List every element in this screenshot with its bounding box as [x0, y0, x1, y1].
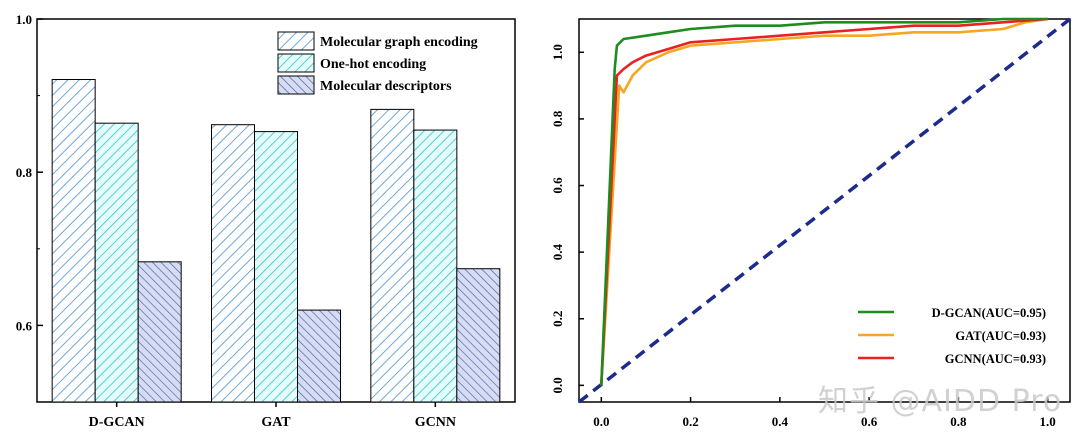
bar-category-label: GCNN: [415, 415, 456, 430]
bar-d-gcan-1: [51, 79, 96, 403]
bar-legend-swatch: [277, 53, 315, 73]
roc-x-axis: 0.0 0.2 0.4 0.6 0.8 1.0: [593, 397, 1056, 429]
bar-series: [51, 79, 501, 403]
roc-legend-label: GCNN(AUC=0.93): [945, 352, 1046, 366]
bar-y-axis: 0.6 0.8 1.0: [16, 12, 43, 403]
roc-plot-frame: [578, 18, 1071, 403]
roc-ytick-label: 0.2: [550, 311, 565, 327]
bar-gcnn-2: [413, 129, 458, 403]
bar-chart: 0.6 0.8 1.0 D-GCAN GAT GCNN Molecular graph …: [16, 12, 516, 430]
bar-legend-label: Molecular descriptors: [320, 79, 452, 94]
roc-y-axis: 0.0 0.2 0.4 0.6 0.8 1.0: [550, 44, 584, 393]
bar-gat-3: [297, 309, 341, 403]
roc-xtick-label: 0.2: [682, 414, 698, 429]
roc-xtick-label: 0.6: [861, 414, 878, 429]
roc-ytick-label: 0.4: [550, 244, 565, 261]
bar-gcnn-1: [370, 108, 415, 403]
bar-ytick-label: 0.8: [16, 165, 33, 180]
roc-legend: D-GCAN(AUC=0.95) GAT(AUC=0.93) GCNN(AUC=0.…: [858, 306, 1046, 366]
bar-x-axis: D-GCAN GAT GCNN: [89, 402, 456, 430]
bar-legend-swatch: [277, 75, 315, 95]
bar-ytick-label: 1.0: [16, 12, 32, 27]
roc-legend-label: GAT(AUC=0.93): [955, 329, 1046, 343]
bar-gat-1: [211, 124, 255, 403]
roc-ytick-label: 0.6: [550, 177, 565, 194]
roc-ytick-label: 0.0: [550, 377, 565, 393]
bar-category-label: GAT: [261, 415, 291, 430]
roc-legend-label: D-GCAN(AUC=0.95): [932, 306, 1046, 320]
roc-xtick-label: 0.0: [593, 414, 609, 429]
bar-d-gcan-3: [137, 261, 182, 403]
bar-ytick-label: 0.6: [16, 318, 33, 333]
bar-legend-label: One-hot encoding: [320, 57, 426, 72]
roc-chart: 0.0 0.2 0.4 0.6 0.8 1.0 0.0 0.2 0.4 0.6 0.8 1.0 D-…: [550, 17, 1072, 429]
bar-gcnn-3: [456, 268, 501, 403]
roc-xtick-label: 0.4: [772, 414, 789, 429]
roc-ytick-label: 1.0: [550, 44, 565, 60]
bar-category-label: D-GCAN: [89, 415, 145, 430]
bar-legend-swatch: [277, 31, 315, 51]
roc-curve-3: [600, 17, 1048, 386]
bar-legend: Molecular graph encoding One-hot encoding…: [277, 31, 478, 95]
roc-xtick-label: 0.8: [950, 414, 967, 429]
roc-baseline: [577, 17, 1072, 404]
roc-curve-2: [600, 17, 1048, 386]
bar-gat-2: [254, 131, 298, 403]
bar-legend-label: Molecular graph encoding: [320, 35, 478, 50]
bar-d-gcan-2: [94, 122, 139, 403]
roc-curve-1: [600, 17, 1048, 386]
roc-ytick-label: 0.8: [550, 110, 565, 127]
roc-xtick-label: 1.0: [1040, 414, 1056, 429]
roc-lines: [577, 17, 1072, 404]
